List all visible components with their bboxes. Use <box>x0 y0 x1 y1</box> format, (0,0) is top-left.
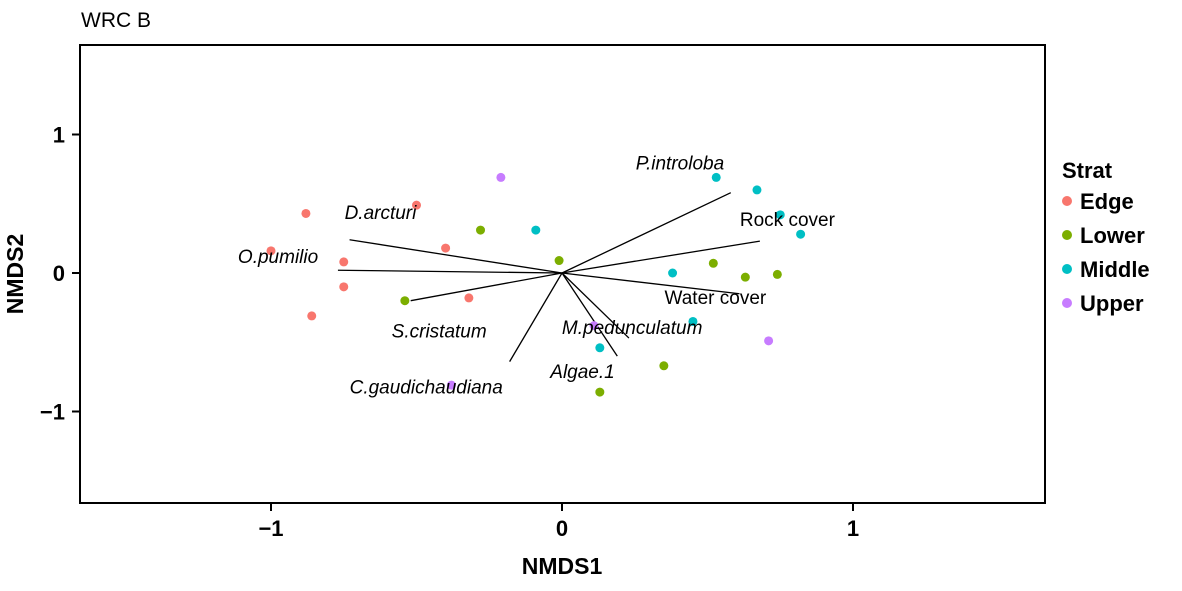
y-tick-label: −1 <box>40 400 65 425</box>
point-lower <box>595 387 605 397</box>
point-edge <box>301 208 311 218</box>
vector-label: O.pumilio <box>238 247 318 268</box>
x-tick-label: 1 <box>847 516 859 541</box>
legend-key-middle <box>1062 264 1072 274</box>
point-upper <box>446 380 456 390</box>
y-axis-title: NMDS2 <box>2 234 28 315</box>
legend-key-lower <box>1062 230 1072 240</box>
point-edge <box>266 246 276 256</box>
point-edge <box>339 282 349 292</box>
vector-label: D.arcturi <box>345 203 418 224</box>
point-lower <box>772 269 782 279</box>
point-upper <box>496 172 506 182</box>
point-lower <box>476 225 486 235</box>
y-tick-label: 0 <box>53 261 65 286</box>
legend-label-lower: Lower <box>1080 223 1145 248</box>
point-edge <box>441 243 451 253</box>
point-edge <box>307 311 317 321</box>
point-upper <box>764 336 774 346</box>
vector-line <box>410 272 563 302</box>
vector-line <box>561 272 740 295</box>
vector-line <box>509 272 563 362</box>
legend-label-edge: Edge <box>1080 189 1134 214</box>
point-lower <box>400 296 410 306</box>
legend-key-upper <box>1062 298 1072 308</box>
legend-label-upper: Upper <box>1080 291 1144 316</box>
point-middle <box>668 268 678 278</box>
vector-line <box>561 272 630 339</box>
y-tick-label: 1 <box>53 123 65 148</box>
vector-label: Rock cover <box>740 210 836 231</box>
point-edge <box>464 293 474 303</box>
x-tick-label: −1 <box>258 516 283 541</box>
env-vectors <box>337 192 760 362</box>
legend-title: Strat <box>1062 158 1113 183</box>
point-edge <box>412 200 421 210</box>
legend-label-middle: Middle <box>1080 257 1150 282</box>
vector-label: M.pedunculatum <box>562 318 702 339</box>
legend: Strat Edge Lower Middle Upper <box>1062 158 1150 316</box>
vector-line <box>337 269 563 274</box>
vector-line <box>349 239 563 274</box>
point-middle <box>775 210 785 220</box>
x-axis: −1 0 1 <box>258 503 859 541</box>
vector-label: Water cover <box>665 288 767 309</box>
env-vector-labels: D.arcturi O.pumilio S.cristatum C.gaudichau… <box>238 154 836 399</box>
point-lower <box>554 256 564 266</box>
point-middle <box>688 316 698 326</box>
point-middle <box>531 225 541 235</box>
chart-title: WRC B <box>81 9 151 32</box>
vector-line <box>561 192 732 274</box>
point-upper <box>589 321 599 331</box>
point-middle <box>595 343 605 353</box>
x-tick-label: 0 <box>556 516 568 541</box>
y-axis: −1 0 1 <box>40 123 80 425</box>
point-lower <box>659 361 669 371</box>
vector-label: Algae.1 <box>549 362 614 383</box>
point-lower <box>740 272 750 282</box>
point-middle <box>796 229 806 239</box>
vector-label: C.gaudichaudiana <box>350 378 503 399</box>
vector-label: S.cristatum <box>392 322 487 343</box>
vector-label: P.introloba <box>636 154 724 175</box>
point-lower <box>708 258 718 268</box>
vector-line <box>561 272 618 357</box>
x-axis-title: NMDS1 <box>522 553 603 579</box>
legend-key-edge <box>1062 196 1072 206</box>
point-middle <box>752 185 762 195</box>
point-edge <box>339 257 349 267</box>
site-points <box>266 172 806 397</box>
point-middle <box>711 172 721 182</box>
vector-line <box>561 240 760 274</box>
